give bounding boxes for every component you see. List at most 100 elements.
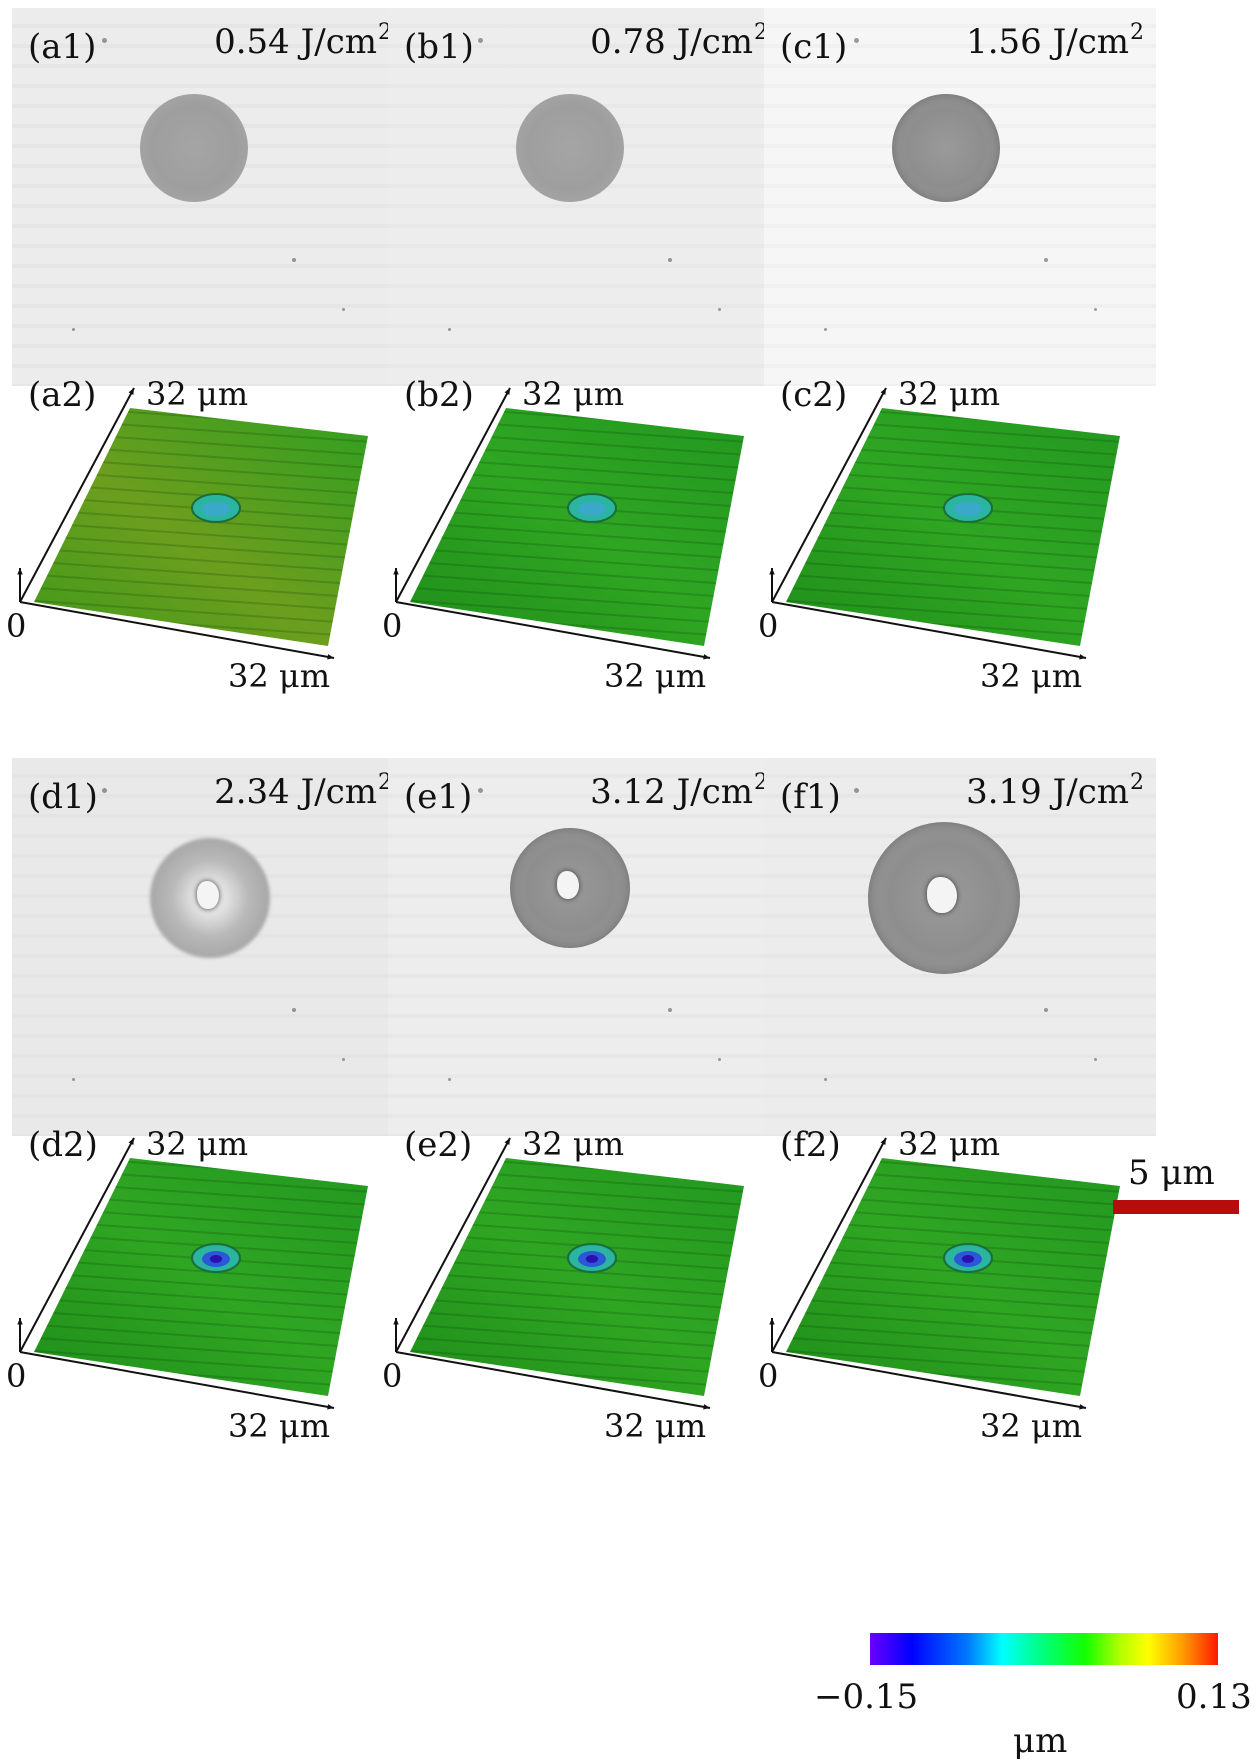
- debris-speck: [1094, 308, 1097, 311]
- fluence-value: 3.12 J/cm: [590, 772, 753, 812]
- crater-center: [578, 502, 606, 516]
- colorbar-max-label: 0.13: [1176, 1677, 1252, 1717]
- topography-surface-svg: [17, 387, 368, 660]
- crater-bottom: [962, 1255, 974, 1263]
- x-axis-arrow: [1079, 1404, 1086, 1410]
- x-axis-length-label: 32 μm: [980, 657, 1083, 695]
- fluence-value: 2.34 J/cm: [214, 772, 377, 812]
- y-axis-line: [771, 387, 887, 603]
- y-axis-line: [19, 1137, 135, 1353]
- x-axis-length-label: 32 μm: [228, 657, 331, 695]
- y-axis-line: [395, 1137, 511, 1353]
- panel-label-d1: (d1): [28, 777, 98, 817]
- panel-label-b2: (b2): [404, 375, 474, 415]
- crater-bottom: [586, 1255, 598, 1263]
- topography-surface-svg: [393, 1137, 744, 1410]
- topography-3d-b2: [392, 380, 812, 760]
- debris-speck: [478, 38, 483, 43]
- debris-speck: [72, 1078, 75, 1081]
- central-hole: [197, 881, 219, 909]
- debris-speck: [72, 328, 75, 331]
- topography-3d-c2: [768, 380, 1188, 760]
- y-axis-arrow: [128, 1138, 134, 1145]
- debris-speck: [342, 308, 345, 311]
- debris-speck: [718, 1058, 721, 1061]
- z-axis-arrow: [393, 1318, 399, 1325]
- axis-origin-label: 0: [382, 1357, 403, 1395]
- z-axis-arrow: [769, 568, 775, 575]
- debris-speck: [102, 788, 107, 793]
- z-axis-arrow: [769, 1318, 775, 1325]
- z-axis-arrow: [17, 568, 23, 575]
- micrograph-d1: [12, 758, 404, 1136]
- scan-lines: [786, 408, 1120, 646]
- scale-bar-label: 5 μm: [1128, 1153, 1215, 1193]
- scan-lines: [410, 1158, 744, 1396]
- fluence-exponent: 2: [1130, 20, 1144, 45]
- y-axis-line: [771, 1137, 887, 1353]
- micrograph-b1: [388, 8, 780, 386]
- micrograph-background: [388, 758, 780, 1136]
- y-axis-arrow: [880, 388, 886, 395]
- topography-surface-svg: [769, 387, 1120, 660]
- y-axis-length-label: 32 μm: [146, 1125, 249, 1163]
- fluence-value: 0.78 J/cm: [590, 22, 753, 62]
- x-axis-line: [771, 1351, 1087, 1409]
- panel-label-b1: (b1): [404, 27, 474, 67]
- panel-label-d2: (d2): [28, 1125, 98, 1165]
- x-axis-length-label: 32 μm: [604, 657, 707, 695]
- axis-origin-label: 0: [382, 607, 403, 645]
- debris-speck: [478, 788, 483, 793]
- scan-lines: [410, 408, 744, 646]
- topography-3d-d2: [16, 1130, 436, 1510]
- panel-label-f1: (f1): [780, 777, 841, 817]
- panel-label-f2: (f2): [780, 1125, 841, 1165]
- debris-speck: [824, 328, 827, 331]
- x-axis-line: [19, 1351, 335, 1409]
- z-axis-arrow: [393, 568, 399, 575]
- x-axis-arrow: [703, 1404, 710, 1410]
- ablation-crater: [140, 94, 248, 202]
- scan-stripes: [388, 758, 780, 1136]
- crater-bottom: [210, 1255, 222, 1263]
- topography-3d-f2: [768, 1130, 1188, 1510]
- fluence-label-c: 1.56 J/cm2: [966, 20, 1144, 60]
- x-axis-line: [19, 601, 335, 659]
- micrograph-a1: [12, 8, 404, 386]
- axis-origin-label: 0: [6, 607, 27, 645]
- central-hole: [927, 877, 957, 913]
- fluence-value: 3.19 J/cm: [966, 772, 1129, 812]
- panel-label-e1: (e1): [404, 777, 473, 817]
- z-axis-arrow: [17, 1318, 23, 1325]
- y-axis-line: [395, 387, 511, 603]
- fluence-exponent: 2: [1130, 770, 1144, 795]
- debris-speck: [1094, 1058, 1097, 1061]
- y-axis-line: [19, 387, 135, 603]
- axis-origin-label: 0: [758, 1357, 779, 1395]
- scale-bar: [1113, 1200, 1239, 1214]
- y-axis-length-label: 32 μm: [146, 375, 249, 413]
- y-axis-length-label: 32 μm: [522, 1125, 625, 1163]
- debris-speck: [342, 1058, 345, 1061]
- panel-label-a2: (a2): [28, 375, 97, 415]
- crater-center: [954, 502, 982, 516]
- topography-3d-e2: [392, 1130, 812, 1510]
- x-axis-arrow: [327, 1404, 334, 1410]
- x-axis-line: [771, 601, 1087, 659]
- debris-speck: [448, 328, 451, 331]
- x-axis-arrow: [703, 654, 710, 660]
- debris-speck: [448, 1078, 451, 1081]
- y-axis-arrow: [504, 1138, 510, 1145]
- scan-lines: [786, 1158, 1120, 1396]
- topography-surface-svg: [393, 387, 744, 660]
- y-axis-arrow: [880, 1138, 886, 1145]
- micrograph-e1: [388, 758, 780, 1136]
- x-axis-line: [395, 601, 711, 659]
- micrograph-c1: [764, 8, 1156, 386]
- debris-speck: [292, 258, 296, 262]
- topography-3d-a2: [16, 380, 436, 760]
- fluence-label-e: 3.12 J/cm2: [590, 772, 768, 812]
- fluence-label-d: 2.34 J/cm2: [214, 772, 392, 812]
- x-axis-arrow: [1079, 654, 1086, 660]
